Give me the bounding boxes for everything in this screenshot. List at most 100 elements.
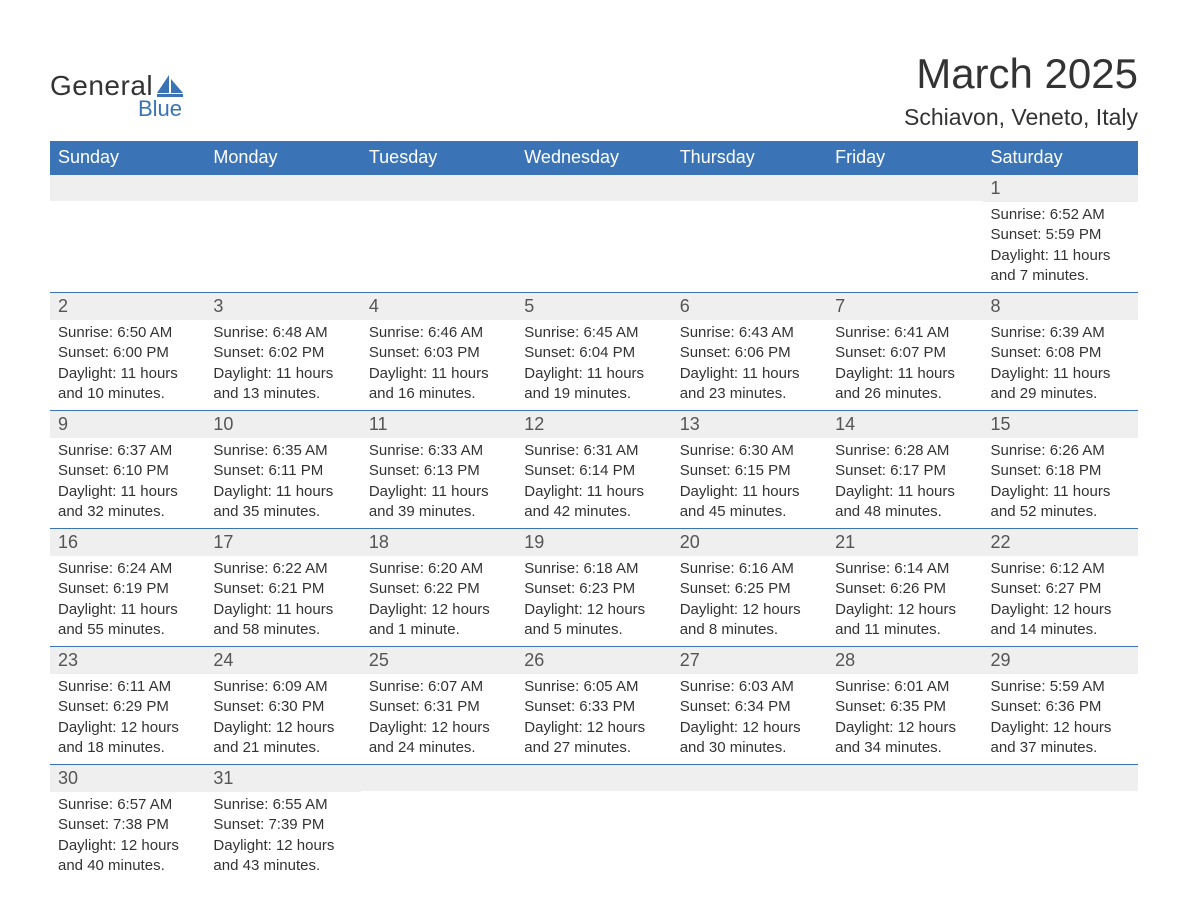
calendar-cell: 27Sunrise: 6:03 AMSunset: 6:34 PMDayligh… — [672, 647, 827, 765]
day-data — [672, 201, 827, 287]
daylight-text-2: and 11 minutes. — [835, 620, 974, 640]
day-data — [672, 791, 827, 877]
sunset-text: Sunset: 6:34 PM — [680, 697, 819, 717]
calendar-cell: 19Sunrise: 6:18 AMSunset: 6:23 PMDayligh… — [516, 529, 671, 647]
day-data: Sunrise: 6:30 AMSunset: 6:15 PMDaylight:… — [672, 438, 827, 528]
daylight-text-2: and 26 minutes. — [835, 384, 974, 404]
sunrise-text: Sunrise: 6:22 AM — [213, 559, 352, 579]
sunset-text: Sunset: 6:10 PM — [58, 461, 197, 481]
day-number: 21 — [827, 529, 982, 556]
sunset-text: Sunset: 6:36 PM — [991, 697, 1130, 717]
day-number — [516, 765, 671, 791]
daylight-text-2: and 24 minutes. — [369, 738, 508, 758]
sunset-text: Sunset: 6:19 PM — [58, 579, 197, 599]
daylight-text-1: Daylight: 11 hours — [524, 364, 663, 384]
day-data: Sunrise: 6:14 AMSunset: 6:26 PMDaylight:… — [827, 556, 982, 646]
col-monday: Monday — [205, 141, 360, 175]
daylight-text-1: Daylight: 11 hours — [58, 482, 197, 502]
day-number — [672, 765, 827, 791]
sunrise-text: Sunrise: 6:09 AM — [213, 677, 352, 697]
calendar-cell — [983, 765, 1138, 883]
day-number: 13 — [672, 411, 827, 438]
col-wednesday: Wednesday — [516, 141, 671, 175]
day-data — [361, 201, 516, 287]
logo-text-blue: Blue — [138, 96, 182, 122]
daylight-text-1: Daylight: 11 hours — [680, 364, 819, 384]
daylight-text-1: Daylight: 12 hours — [835, 718, 974, 738]
daylight-text-1: Daylight: 11 hours — [369, 482, 508, 502]
daylight-text-1: Daylight: 11 hours — [991, 364, 1130, 384]
day-data: Sunrise: 6:07 AMSunset: 6:31 PMDaylight:… — [361, 674, 516, 764]
calendar-table: Sunday Monday Tuesday Wednesday Thursday… — [50, 141, 1138, 882]
day-data — [361, 791, 516, 877]
calendar-cell: 9Sunrise: 6:37 AMSunset: 6:10 PMDaylight… — [50, 411, 205, 529]
calendar-cell — [205, 175, 360, 293]
day-data: Sunrise: 6:12 AMSunset: 6:27 PMDaylight:… — [983, 556, 1138, 646]
day-number: 9 — [50, 411, 205, 438]
calendar-cell: 22Sunrise: 6:12 AMSunset: 6:27 PMDayligh… — [983, 529, 1138, 647]
calendar-cell — [361, 765, 516, 883]
logo: General Blue — [50, 70, 185, 122]
day-data: Sunrise: 5:59 AMSunset: 6:36 PMDaylight:… — [983, 674, 1138, 764]
day-data: Sunrise: 6:48 AMSunset: 6:02 PMDaylight:… — [205, 320, 360, 410]
calendar-cell: 13Sunrise: 6:30 AMSunset: 6:15 PMDayligh… — [672, 411, 827, 529]
day-data — [983, 791, 1138, 877]
sunset-text: Sunset: 6:15 PM — [680, 461, 819, 481]
day-data: Sunrise: 6:01 AMSunset: 6:35 PMDaylight:… — [827, 674, 982, 764]
sunrise-text: Sunrise: 6:41 AM — [835, 323, 974, 343]
calendar-week-row: 9Sunrise: 6:37 AMSunset: 6:10 PMDaylight… — [50, 411, 1138, 529]
sail-icon — [157, 75, 185, 97]
daylight-text-1: Daylight: 12 hours — [58, 718, 197, 738]
day-number — [672, 175, 827, 201]
day-number — [983, 765, 1138, 791]
calendar-cell: 30Sunrise: 6:57 AMSunset: 7:38 PMDayligh… — [50, 765, 205, 883]
sunrise-text: Sunrise: 6:46 AM — [369, 323, 508, 343]
calendar-cell — [672, 765, 827, 883]
calendar-cell: 16Sunrise: 6:24 AMSunset: 6:19 PMDayligh… — [50, 529, 205, 647]
day-number: 30 — [50, 765, 205, 792]
sunrise-text: Sunrise: 6:26 AM — [991, 441, 1130, 461]
sunset-text: Sunset: 6:00 PM — [58, 343, 197, 363]
day-data: Sunrise: 6:31 AMSunset: 6:14 PMDaylight:… — [516, 438, 671, 528]
calendar-cell — [516, 765, 671, 883]
calendar-cell: 7Sunrise: 6:41 AMSunset: 6:07 PMDaylight… — [827, 293, 982, 411]
daylight-text-2: and 18 minutes. — [58, 738, 197, 758]
daylight-text-2: and 7 minutes. — [991, 266, 1130, 286]
daylight-text-2: and 32 minutes. — [58, 502, 197, 522]
daylight-text-1: Daylight: 11 hours — [213, 364, 352, 384]
daylight-text-2: and 14 minutes. — [991, 620, 1130, 640]
day-data: Sunrise: 6:26 AMSunset: 6:18 PMDaylight:… — [983, 438, 1138, 528]
weekday-header-row: Sunday Monday Tuesday Wednesday Thursday… — [50, 141, 1138, 175]
daylight-text-2: and 35 minutes. — [213, 502, 352, 522]
calendar-cell: 5Sunrise: 6:45 AMSunset: 6:04 PMDaylight… — [516, 293, 671, 411]
daylight-text-1: Daylight: 12 hours — [680, 718, 819, 738]
day-number — [361, 765, 516, 791]
day-data: Sunrise: 6:20 AMSunset: 6:22 PMDaylight:… — [361, 556, 516, 646]
sunrise-text: Sunrise: 6:07 AM — [369, 677, 508, 697]
day-data: Sunrise: 6:24 AMSunset: 6:19 PMDaylight:… — [50, 556, 205, 646]
day-number — [50, 175, 205, 201]
sunrise-text: Sunrise: 6:30 AM — [680, 441, 819, 461]
sunset-text: Sunset: 6:21 PM — [213, 579, 352, 599]
daylight-text-1: Daylight: 11 hours — [524, 482, 663, 502]
daylight-text-1: Daylight: 12 hours — [991, 600, 1130, 620]
day-number: 22 — [983, 529, 1138, 556]
sunrise-text: Sunrise: 6:14 AM — [835, 559, 974, 579]
daylight-text-1: Daylight: 12 hours — [58, 836, 197, 856]
daylight-text-2: and 27 minutes. — [524, 738, 663, 758]
day-number — [205, 175, 360, 201]
day-number: 16 — [50, 529, 205, 556]
daylight-text-1: Daylight: 11 hours — [213, 482, 352, 502]
day-data: Sunrise: 6:35 AMSunset: 6:11 PMDaylight:… — [205, 438, 360, 528]
sunset-text: Sunset: 6:23 PM — [524, 579, 663, 599]
sunrise-text: Sunrise: 6:45 AM — [524, 323, 663, 343]
day-data: Sunrise: 6:28 AMSunset: 6:17 PMDaylight:… — [827, 438, 982, 528]
calendar-cell: 6Sunrise: 6:43 AMSunset: 6:06 PMDaylight… — [672, 293, 827, 411]
sunrise-text: Sunrise: 6:11 AM — [58, 677, 197, 697]
sunset-text: Sunset: 6:02 PM — [213, 343, 352, 363]
sunset-text: Sunset: 6:31 PM — [369, 697, 508, 717]
sunset-text: Sunset: 6:07 PM — [835, 343, 974, 363]
daylight-text-2: and 30 minutes. — [680, 738, 819, 758]
sunset-text: Sunset: 6:25 PM — [680, 579, 819, 599]
daylight-text-2: and 40 minutes. — [58, 856, 197, 876]
